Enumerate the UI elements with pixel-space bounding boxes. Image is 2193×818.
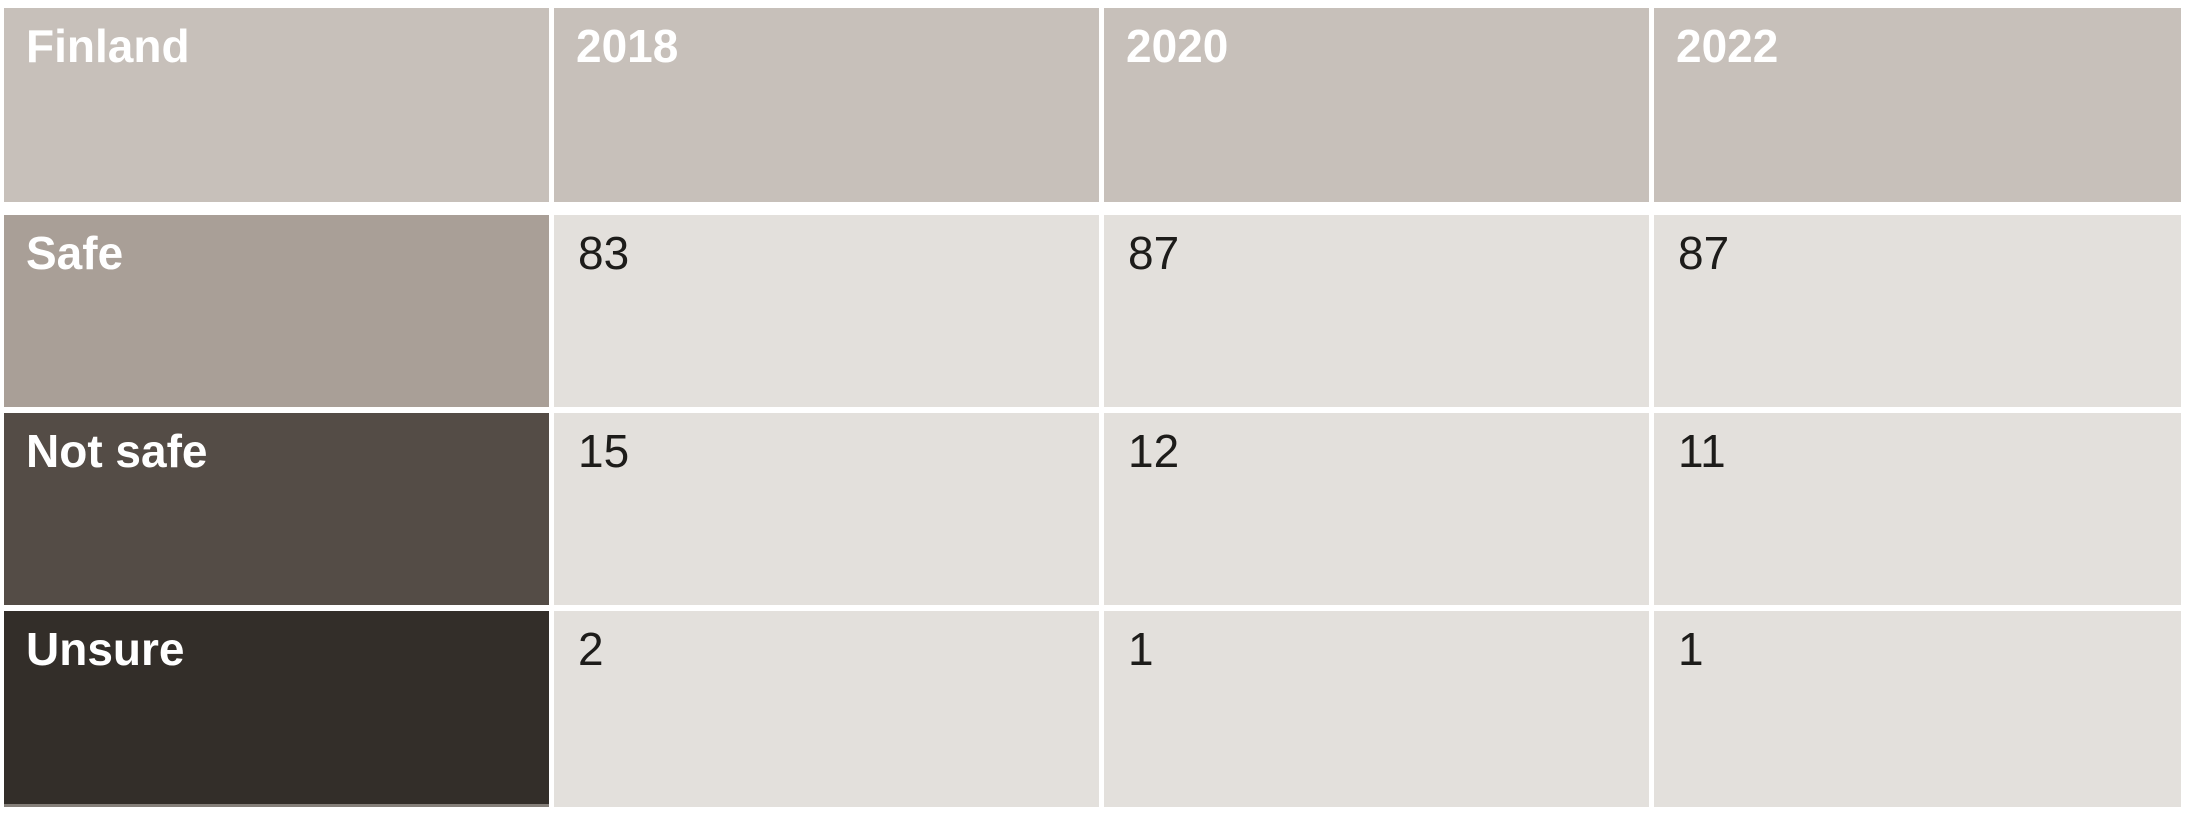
column-header-2022: 2022	[1654, 8, 2181, 202]
value-unsure-2018: 2	[554, 611, 1099, 807]
value-safe-2018: 83	[554, 215, 1099, 407]
value-unsure-2022: 1	[1654, 611, 2181, 807]
table-row-safe: Safe 83 87 87	[4, 215, 2181, 407]
value-not-safe-2018: 15	[554, 413, 1099, 605]
table-header-row: Finland 2018 2020 2022	[4, 8, 2181, 202]
table-title-cell: Finland	[4, 8, 549, 202]
value-safe-2022: 87	[1654, 215, 2181, 407]
column-header-2018: 2018	[554, 8, 1099, 202]
value-safe-2020: 87	[1104, 215, 1649, 407]
value-not-safe-2020: 12	[1104, 413, 1649, 605]
row-label-unsure: Unsure	[4, 611, 549, 807]
table-row-not-safe: Not safe 15 12 11	[4, 413, 2181, 605]
row-label-safe: Safe	[4, 215, 549, 407]
value-unsure-2020: 1	[1104, 611, 1649, 807]
column-header-2020: 2020	[1104, 8, 1649, 202]
value-not-safe-2022: 11	[1654, 413, 2181, 605]
row-label-not-safe: Not safe	[4, 413, 549, 605]
table-row-unsure: Unsure 2 1 1	[4, 611, 2181, 807]
